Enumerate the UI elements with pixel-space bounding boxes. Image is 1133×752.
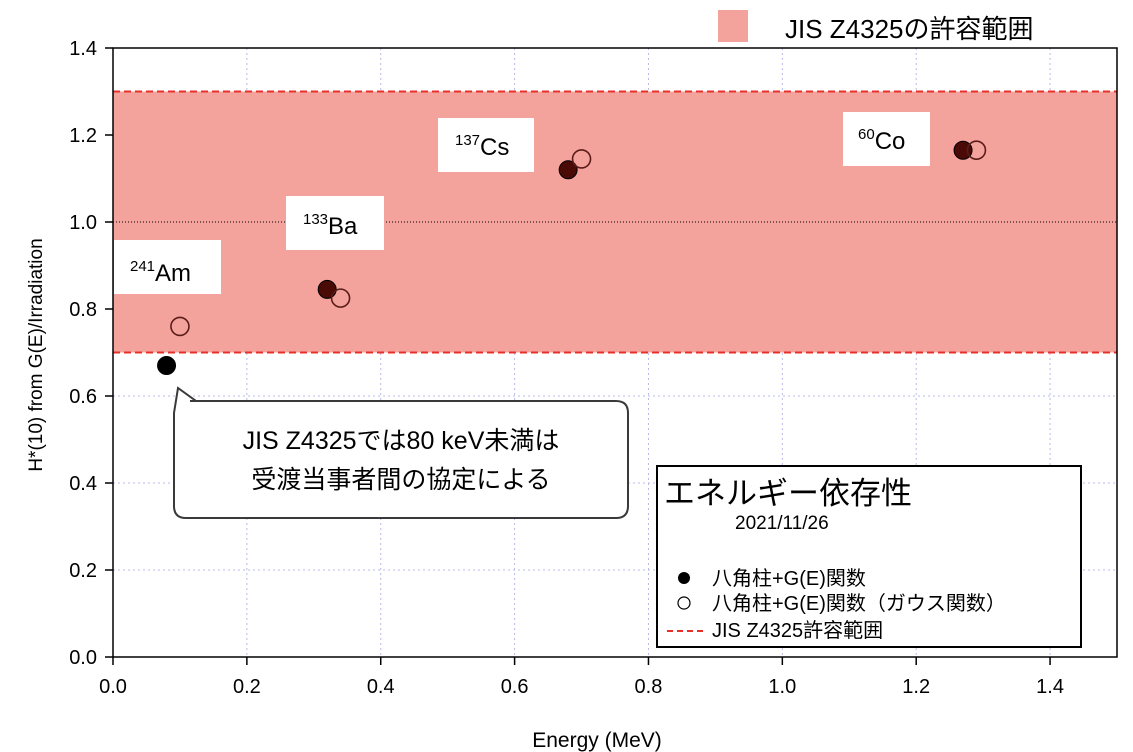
legend-series-2: 八角柱+G(E)関数（ガウス関数） bbox=[712, 592, 1006, 615]
y-tick-label: 0.8 bbox=[69, 299, 97, 321]
callout-line-2: 受渡当事者間の協定による bbox=[251, 466, 550, 494]
x-tick-label: 1.0 bbox=[768, 676, 796, 698]
y-tick-label: 1.4 bbox=[69, 38, 97, 60]
y-tick-label: 0.0 bbox=[69, 647, 97, 669]
svg-text:60Co: 60Co bbox=[858, 126, 905, 155]
y-tick-label: 1.0 bbox=[69, 212, 97, 234]
y-axis-label: H*(10) from G(E)/Irradiation bbox=[26, 238, 47, 471]
isotope-sup-ba: 133 bbox=[303, 211, 328, 228]
y-tick-label: 0.6 bbox=[69, 386, 97, 408]
svg-text:241Am: 241Am bbox=[130, 258, 191, 287]
data-point bbox=[157, 356, 177, 376]
legend-open-marker bbox=[677, 596, 691, 610]
y-tick-label: 1.2 bbox=[69, 125, 97, 147]
isotope-name-am: Am bbox=[155, 260, 191, 287]
y-tick-label: 0.4 bbox=[69, 473, 97, 495]
data-point bbox=[317, 279, 337, 299]
legend-date: 2021/11/26 bbox=[735, 513, 829, 534]
data-point bbox=[330, 288, 351, 308]
y-tick-label: 0.2 bbox=[69, 560, 97, 582]
isotope-sup-am: 241 bbox=[130, 258, 155, 275]
data-points bbox=[157, 140, 987, 376]
legend-line-label: JIS Z4325許容範囲 bbox=[712, 619, 883, 642]
isotope-label-co: 60Co bbox=[843, 112, 930, 166]
axis-ticks: 0.0 0.2 0.4 0.6 0.8 1.0 1.2 1.4 0.0 0.2 0.4 0.6 0.8 1… bbox=[69, 38, 1064, 698]
x-tick-label: 0.2 bbox=[233, 676, 261, 698]
x-tick-label: 0.8 bbox=[635, 676, 663, 698]
x-tick-label: 1.4 bbox=[1036, 676, 1064, 698]
plot-frame bbox=[112, 47, 1118, 658]
isotope-label-cs: 137Cs bbox=[438, 118, 534, 172]
legend-series-1: 八角柱+G(E)関数 bbox=[712, 567, 866, 590]
callout-line-1: JIS Z4325では80 keV未満は bbox=[243, 427, 560, 455]
x-tick-label: 0.4 bbox=[367, 676, 395, 698]
data-point bbox=[170, 316, 190, 337]
isotope-sup-cs: 137 bbox=[455, 132, 480, 149]
top-legend-label: JIS Z4325の許容範囲 bbox=[785, 14, 1034, 44]
svg-text:133Ba: 133Ba bbox=[303, 211, 358, 240]
isotope-label-am: 241Am bbox=[114, 240, 221, 294]
svg-text:137Cs: 137Cs bbox=[455, 132, 509, 161]
legend: エネルギー依存性 2021/11/26 八角柱+G(E)関数 八角柱+G(E)関… bbox=[656, 465, 1082, 648]
plot-area: 0.0 0.2 0.4 0.6 0.8 1.0 1.2 1.4 0.0 0.2 0.4 0.6 0.8 1… bbox=[69, 38, 1118, 698]
data-point bbox=[558, 160, 578, 180]
data-point bbox=[966, 140, 987, 161]
data-point bbox=[953, 140, 973, 160]
top-legend-swatch bbox=[718, 10, 748, 42]
x-tick-label: 0.6 bbox=[501, 676, 529, 698]
x-tick-label: 1.2 bbox=[902, 676, 930, 698]
callout: JIS Z4325では80 keV未満は 受渡当事者間の協定による bbox=[173, 386, 629, 519]
isotope-label-ba: 133Ba bbox=[286, 196, 384, 250]
x-tick-label: 0.0 bbox=[99, 676, 127, 698]
data-point bbox=[571, 149, 592, 169]
legend-filled-marker bbox=[678, 572, 690, 584]
isotope-name-co: Co bbox=[875, 128, 906, 155]
x-axis-label: Energy (MeV) bbox=[532, 729, 662, 752]
legend-title: エネルギー依存性 bbox=[664, 476, 912, 511]
isotope-sup-co: 60 bbox=[858, 126, 875, 143]
isotope-name-cs: Cs bbox=[480, 134, 509, 161]
isotope-name-ba: Ba bbox=[328, 213, 358, 240]
